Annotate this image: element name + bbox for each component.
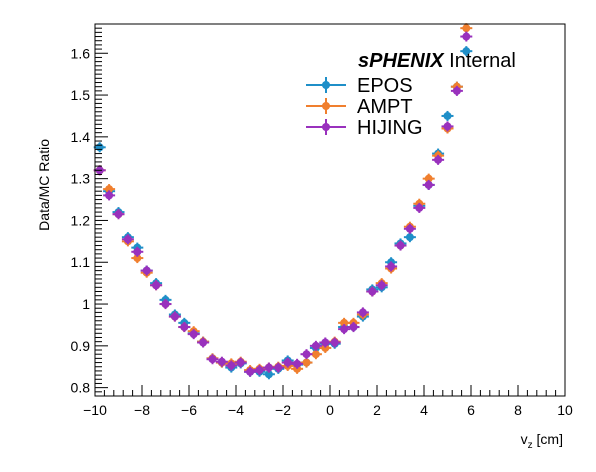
experiment-label-rest: Internal	[444, 50, 516, 72]
ampt-point	[303, 359, 311, 367]
hijing-point	[331, 338, 339, 346]
hijing-point	[237, 359, 245, 367]
x-tick-label: 8	[514, 402, 522, 418]
x-axis-title-symbol: v	[521, 431, 528, 447]
hijing-point	[124, 235, 132, 243]
hijing-point	[143, 267, 151, 275]
y-tick-label: 0.9	[71, 338, 91, 354]
hijing-point	[284, 359, 292, 367]
x-tick-label: 2	[373, 402, 381, 418]
experiment-label: sPHENIX Internal	[358, 50, 516, 72]
hijing-point	[133, 248, 141, 256]
hijing-point	[397, 242, 405, 250]
hijing-point	[227, 361, 235, 369]
hijing-point	[171, 313, 179, 321]
hijing-point	[444, 122, 452, 130]
series-epos	[94, 46, 473, 379]
hijing-point	[321, 338, 329, 346]
hijing-point	[415, 204, 423, 212]
hijing-point	[180, 323, 188, 331]
series-ampt	[94, 23, 473, 375]
hijing-point	[340, 325, 348, 333]
x-axis-title-unit: [cm]	[533, 431, 563, 447]
epos-point	[406, 233, 414, 241]
epos-point	[444, 112, 452, 120]
y-tick-label: 1.5	[71, 87, 91, 103]
legend-marker-epos	[322, 81, 330, 89]
x-tick-label: −2	[275, 402, 291, 418]
hijing-point	[246, 368, 254, 376]
hijing-point	[199, 338, 207, 346]
hijing-point	[105, 191, 113, 199]
hijing-point	[162, 300, 170, 308]
legend-marker-ampt	[322, 102, 330, 110]
hijing-point	[350, 323, 358, 331]
data-markers	[94, 23, 473, 379]
x-tick-label: −8	[134, 402, 150, 418]
hijing-point	[425, 181, 433, 189]
hijing-point	[434, 156, 442, 164]
hijing-point	[115, 210, 123, 218]
hijing-point	[218, 358, 226, 366]
hijing-point	[303, 350, 311, 358]
hijing-point	[462, 33, 470, 41]
y-tick-label: 0.8	[71, 380, 91, 396]
plot-frame	[95, 24, 565, 396]
hijing-point	[190, 330, 198, 338]
hijing-point	[152, 281, 160, 289]
hijing-point	[359, 308, 367, 316]
legend-label-epos: EPOS	[357, 75, 413, 97]
hijing-point	[453, 87, 461, 95]
x-tick-label: 6	[467, 402, 475, 418]
x-tick-label: −10	[83, 402, 107, 418]
hijing-point	[378, 281, 386, 289]
hijing-point	[368, 288, 376, 296]
ampt-point	[312, 350, 320, 358]
hijing-point	[387, 262, 395, 270]
hijing-point	[293, 360, 301, 368]
x-tick-label: −4	[228, 402, 244, 418]
y-tick-label: 1.3	[71, 171, 91, 187]
x-tick-label: 10	[557, 402, 573, 418]
hijing-point	[256, 366, 264, 374]
hijing-point	[209, 355, 217, 363]
y-tick-label: 1.2	[71, 212, 91, 228]
y-tick-label: 1	[82, 296, 90, 312]
x-tick-label: −6	[181, 402, 197, 418]
axis-ticks: −10 −8 −6 −4 −2 0 2 4 6 8 10 0.8 0.9 1 1.1 1.2 1.3 1.4 1.5…	[71, 28, 573, 418]
y-axis-title: Data/MC Ratio	[36, 139, 52, 231]
y-tick-label: 1.6	[71, 45, 91, 61]
hijing-point	[406, 225, 414, 233]
hijing-point	[274, 364, 282, 372]
hijing-point	[312, 342, 320, 350]
x-tick-label: 4	[420, 402, 428, 418]
y-tick-label: 1.1	[71, 254, 91, 270]
hijing-point	[265, 364, 273, 372]
legend-marker-hijing	[322, 123, 330, 131]
ampt-point	[462, 24, 470, 32]
x-tick-label: 0	[326, 402, 334, 418]
y-tick-label: 1.4	[71, 129, 91, 145]
x-axis-title: vz [cm]	[521, 431, 563, 451]
legend-label-ampt: AMPT	[357, 96, 413, 118]
legend-label-hijing: HIJING	[357, 117, 423, 139]
experiment-label-bold: sPHENIX	[358, 50, 445, 72]
epos-point	[96, 143, 104, 151]
